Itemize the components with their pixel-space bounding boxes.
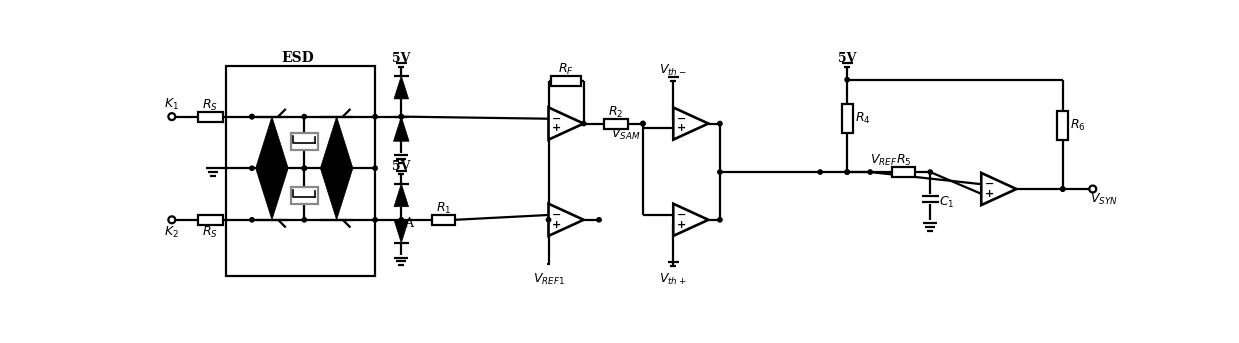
Bar (892, 167, 914, 177)
Polygon shape (673, 204, 709, 236)
Bar (841, 104, 852, 133)
Polygon shape (394, 117, 409, 141)
Text: +: + (676, 123, 685, 133)
Bar (1057, 111, 1068, 141)
Text: −: − (985, 179, 994, 189)
Polygon shape (549, 107, 584, 140)
Text: +: + (985, 189, 994, 199)
Text: $R_S$: $R_S$ (202, 97, 218, 113)
Circle shape (1061, 187, 1064, 191)
Text: 5V: 5V (838, 51, 856, 64)
Polygon shape (981, 173, 1016, 205)
Text: $V_{SAM}$: $V_{SAM}$ (611, 127, 639, 142)
Circle shape (373, 218, 377, 222)
Text: $R_1$: $R_1$ (436, 201, 451, 216)
Circle shape (302, 218, 306, 222)
Polygon shape (673, 107, 709, 140)
Text: ESD: ESD (281, 51, 315, 65)
Bar (198, 111, 223, 122)
Circle shape (717, 218, 722, 222)
Circle shape (717, 170, 722, 174)
Text: $V_{SYN}$: $V_{SYN}$ (1089, 192, 1118, 207)
Text: $V_{th-}$: $V_{th-}$ (659, 63, 688, 78)
Text: −: − (551, 210, 561, 220)
Text: 5V: 5V (392, 51, 410, 64)
Polygon shape (321, 168, 353, 220)
Circle shape (250, 115, 254, 119)
Bar (291, 187, 317, 204)
Text: +: + (551, 123, 561, 133)
Text: $R_5$: $R_5$ (896, 153, 911, 168)
Circle shape (546, 218, 550, 222)
Text: $R_2$: $R_2$ (608, 105, 623, 120)
Bar (225, 66, 375, 276)
Circle shape (399, 115, 404, 119)
Text: $R_F$: $R_F$ (558, 62, 574, 77)
Text: $R_4$: $R_4$ (855, 110, 870, 126)
Circle shape (373, 115, 377, 119)
Text: $R_S$: $R_S$ (202, 225, 218, 240)
Text: A: A (404, 217, 414, 230)
Circle shape (845, 170, 849, 174)
Circle shape (373, 166, 377, 170)
Circle shape (597, 218, 601, 222)
Bar (432, 215, 455, 225)
Circle shape (869, 170, 872, 174)
Polygon shape (394, 184, 409, 207)
Circle shape (818, 170, 823, 174)
Text: −: − (676, 114, 686, 124)
Text: +: + (676, 220, 685, 229)
Polygon shape (394, 76, 409, 99)
Text: 5V: 5V (392, 160, 410, 173)
Bar (198, 215, 223, 225)
Text: $V_{REF1}$: $V_{REF1}$ (533, 272, 565, 287)
Bar (551, 76, 581, 86)
Circle shape (250, 218, 254, 222)
Polygon shape (549, 204, 584, 236)
Circle shape (250, 115, 254, 119)
Text: $K_1$: $K_1$ (165, 97, 180, 112)
Text: $R_6$: $R_6$ (1070, 118, 1085, 133)
Text: +: + (551, 220, 561, 229)
Bar (605, 119, 627, 129)
Circle shape (1061, 187, 1064, 191)
Circle shape (641, 121, 646, 126)
Circle shape (641, 121, 646, 126)
Bar (291, 133, 317, 150)
Text: $V_{REF}$: $V_{REF}$ (871, 153, 898, 168)
Circle shape (302, 166, 306, 170)
Circle shape (250, 166, 254, 170)
Circle shape (845, 78, 849, 82)
Polygon shape (394, 220, 409, 243)
Polygon shape (255, 117, 289, 168)
Circle shape (399, 115, 404, 119)
Text: −: − (676, 210, 686, 220)
Polygon shape (255, 168, 289, 220)
Circle shape (845, 170, 849, 174)
Circle shape (302, 115, 306, 119)
Polygon shape (321, 117, 353, 168)
Text: $V_{th+}$: $V_{th+}$ (659, 272, 688, 287)
Circle shape (399, 218, 404, 222)
Text: −: − (551, 114, 561, 124)
Circle shape (717, 121, 722, 126)
Text: $C_1$: $C_1$ (939, 195, 955, 210)
Circle shape (928, 170, 933, 174)
Text: $K_2$: $K_2$ (165, 225, 180, 240)
Circle shape (302, 166, 306, 170)
Circle shape (581, 121, 586, 126)
